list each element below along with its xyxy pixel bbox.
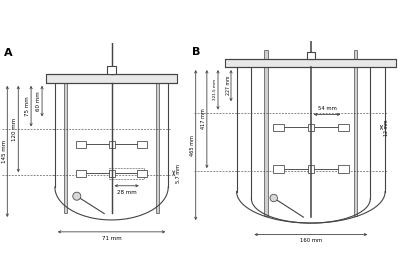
Text: 5.7 mm: 5.7 mm (176, 164, 181, 183)
Bar (64, 83, 68, 213)
Text: 71 mm: 71 mm (102, 235, 122, 240)
Text: 417 mm: 417 mm (201, 109, 206, 129)
Bar (338, 165, 349, 173)
Bar (108, 141, 114, 148)
Text: 160 mm: 160 mm (300, 238, 322, 243)
Text: 60 mm: 60 mm (36, 91, 41, 111)
Text: 321.5 mm: 321.5 mm (213, 79, 217, 100)
Bar (76, 141, 86, 148)
Circle shape (73, 192, 81, 200)
Text: B: B (192, 47, 200, 57)
Bar (307, 52, 314, 59)
Bar (108, 170, 114, 177)
Bar (264, 50, 268, 216)
Text: 145 mm: 145 mm (2, 140, 6, 163)
Bar (308, 165, 314, 173)
Circle shape (270, 194, 278, 202)
Text: 28 mm: 28 mm (117, 190, 136, 195)
Bar (109, 168, 144, 179)
Text: 465 mm: 465 mm (190, 135, 195, 155)
Bar (273, 165, 284, 173)
Bar (156, 83, 159, 213)
Bar (273, 124, 284, 131)
Text: 12 mm: 12 mm (384, 119, 388, 136)
Text: 227 mm: 227 mm (226, 76, 230, 95)
Text: A: A (4, 48, 12, 58)
Bar (46, 74, 177, 83)
Bar (137, 141, 147, 148)
Bar (137, 170, 147, 177)
Text: 75 mm: 75 mm (25, 96, 30, 116)
Text: 120 mm: 120 mm (12, 117, 18, 141)
Bar (76, 170, 86, 177)
Bar (226, 59, 396, 67)
Bar (308, 124, 314, 131)
Text: 54 mm: 54 mm (318, 106, 336, 111)
Bar (107, 66, 116, 74)
Bar (354, 50, 357, 216)
Bar (338, 124, 349, 131)
